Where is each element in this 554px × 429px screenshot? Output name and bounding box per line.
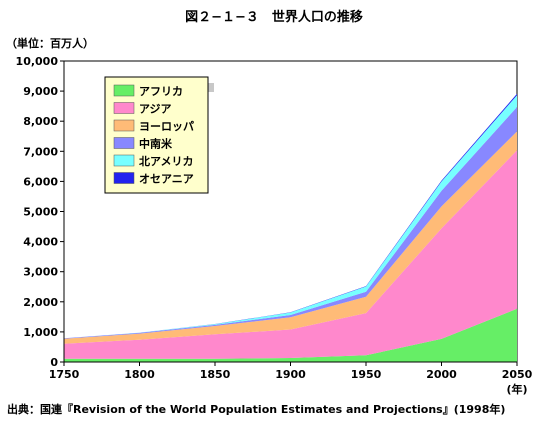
legend-label: アフリカ xyxy=(139,85,183,98)
legend-swatch xyxy=(113,102,135,114)
legend-swatch xyxy=(113,137,135,149)
y-tick-label: 4,000 xyxy=(23,236,58,249)
x-axis-unit-label: (年) xyxy=(506,382,527,396)
y-tick-label: 0 xyxy=(50,356,58,369)
x-tick-label: 1800 xyxy=(124,368,155,381)
x-tick-label: 2000 xyxy=(426,368,457,381)
y-tick-label: 1,000 xyxy=(23,326,58,339)
y-axis-ticks: 0 1,000 2,000 3,000 4,000 5,000 6,000 7,000 8,00… xyxy=(16,55,64,369)
x-tick-label: 1750 xyxy=(49,368,80,381)
y-tick-label: 5,000 xyxy=(23,206,58,219)
legend-label: ヨーロッパ xyxy=(139,120,194,133)
legend-label: 中南米 xyxy=(139,137,173,151)
y-tick-label: 6,000 xyxy=(23,175,58,188)
area-series-2 xyxy=(64,131,517,344)
x-tick-label: 1850 xyxy=(200,368,231,381)
chart-title: 図２−１−３ 世界人口の推移 xyxy=(185,9,363,25)
legend-swatch xyxy=(113,119,135,132)
area-series-1 xyxy=(64,150,517,359)
y-tick-label: 7,000 xyxy=(23,145,58,158)
area-series-3 xyxy=(64,107,517,339)
legend-label: 北アメリカ xyxy=(139,154,193,168)
legend-swatch xyxy=(113,172,135,184)
x-tick-label: 1900 xyxy=(275,368,306,381)
legend-swatch xyxy=(113,154,135,167)
x-tick-label: 1950 xyxy=(351,368,382,381)
y-tick-label: 8,000 xyxy=(23,115,58,128)
y-tick-label: 10,000 xyxy=(16,55,59,68)
x-tick-label: 2050 xyxy=(502,368,533,381)
source-note: 出典：国連『Revision of the World Population E… xyxy=(7,402,505,416)
y-tick-label: 2,000 xyxy=(23,296,58,309)
area-series-0 xyxy=(64,308,517,362)
legend-swatch xyxy=(113,84,135,97)
y-tick-label: 9,000 xyxy=(23,85,58,98)
legend-label: アジア xyxy=(139,103,172,116)
area-layers xyxy=(64,93,517,362)
x-axis-ticks: 1750 1800 1850 1900 1950 2000 2050 xyxy=(49,362,533,381)
y-tick-label: 3,000 xyxy=(23,266,58,279)
legend-label: オセアニア xyxy=(139,173,194,186)
y-axis-unit-label: （単位：百万人） xyxy=(6,36,94,50)
